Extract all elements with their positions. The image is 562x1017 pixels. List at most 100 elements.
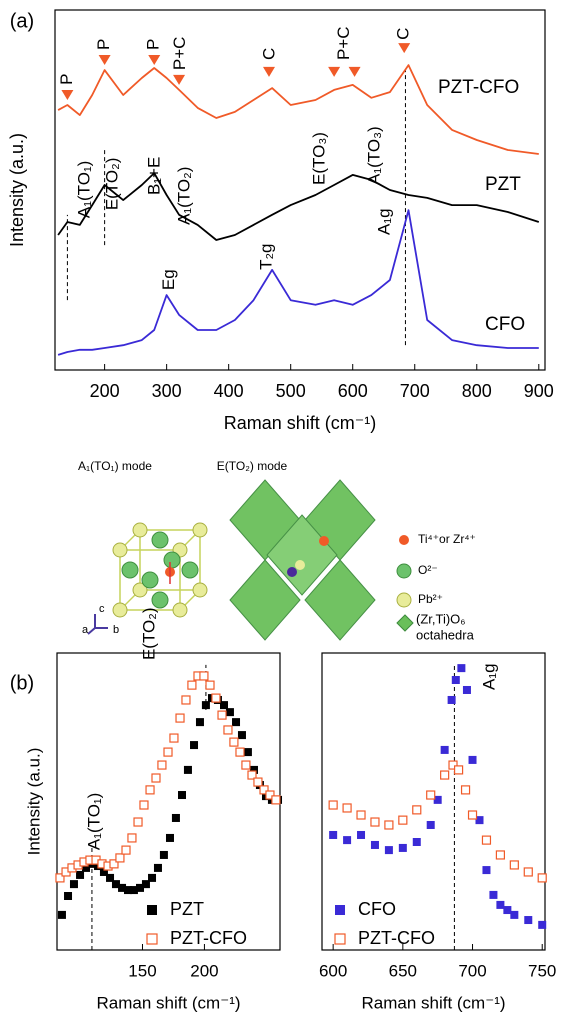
x-tick-label: 900 [524, 381, 554, 401]
atom [112, 602, 128, 618]
scatter-point [412, 805, 422, 815]
annotation: C [260, 48, 279, 60]
annotation: E(TO₃) [309, 132, 328, 185]
chart: 600 650 700 750 Raman shift (cm⁻¹) CFO PZT-CFO… [319, 652, 556, 1012]
legend-label: PZT-CFO [438, 77, 519, 98]
peak-marker [148, 55, 161, 66]
atom [121, 561, 139, 579]
scatter-point [433, 795, 442, 804]
scatter-point [495, 850, 505, 860]
scatter-point [205, 680, 215, 690]
scatter-point [165, 833, 174, 842]
scatter-point [398, 843, 407, 852]
mode-label: A₁(TO₁) mode [78, 459, 152, 473]
x-tick-label: 600 [338, 381, 368, 401]
x-tick-label: 500 [276, 381, 306, 401]
scatter-point [64, 892, 73, 900]
annotation: A₁g [374, 208, 393, 235]
legend-label: Ti⁴⁺or Zr⁴⁺ [418, 532, 476, 546]
axis-letter: c [99, 603, 105, 615]
annotation: E(TO₂) [139, 607, 158, 660]
scatter-point [509, 860, 519, 870]
chart: 200 300 400 500 600 700 800 900 Raman shift (cm⁻… [7, 9, 554, 433]
scatter-point [249, 765, 258, 774]
scatter-point [342, 803, 352, 813]
scatter-point [451, 676, 460, 684]
scatter-point [265, 790, 275, 800]
scatter-point [223, 725, 233, 735]
scatter-point [115, 853, 125, 863]
x-tick-label: 400 [214, 381, 244, 401]
scatter-point [398, 815, 408, 825]
x-tick-label: 800 [462, 381, 492, 401]
axis-letter: b [113, 624, 119, 636]
annotation: P [144, 39, 163, 50]
y-axis-title: Intensity (a.u.) [7, 133, 27, 247]
scatter-point [171, 813, 180, 822]
panel-label: (b) [10, 672, 34, 694]
x-tick-label: 700 [458, 961, 486, 980]
mode-label: E(TO₂) mode [217, 459, 288, 473]
scatter-point [151, 773, 161, 783]
scatter-point [457, 664, 466, 673]
scatter-point [232, 718, 241, 727]
scatter-point [118, 883, 127, 892]
scatter-point [524, 916, 533, 925]
scatter-point [460, 785, 471, 795]
scatter-point [468, 755, 477, 764]
scatter-point [201, 701, 210, 710]
scatter-point [489, 890, 498, 899]
legend-label: O²⁻ [418, 563, 438, 577]
scatter-point [370, 840, 379, 849]
x-tick-label: 650 [389, 961, 417, 980]
scatter-point [195, 718, 204, 727]
scatter-point [220, 701, 229, 710]
scatter-point [503, 906, 512, 915]
x-tick-label: 200 [190, 961, 218, 980]
scatter-point [133, 817, 143, 827]
panel-label: (a) [10, 10, 34, 32]
scatter-point [426, 820, 435, 829]
scatter-point [538, 920, 547, 929]
ti-atom [319, 536, 329, 546]
scatter-point [467, 810, 478, 820]
annotation: A₁(TO₂) [174, 167, 193, 225]
scatter-point [157, 760, 167, 770]
scatter-point [412, 838, 421, 846]
annotation: P+C [334, 26, 353, 60]
scatter-point [462, 685, 471, 694]
x-tick-label: 150 [128, 961, 156, 980]
x-axis-title: Raman shift (cm⁻¹) [224, 413, 377, 433]
atom [132, 582, 148, 598]
scatter-point [426, 790, 436, 800]
scatter-point [510, 910, 519, 919]
annotation: A₁(TO₁) [75, 161, 94, 218]
atom [192, 582, 208, 598]
annotation: A₁(TO₁) [85, 793, 104, 850]
y-axis-title: Intensity (a.u.) [24, 748, 43, 856]
legend-symbol [334, 933, 346, 945]
x-tick-label: 750 [528, 961, 556, 980]
legend-label: CFO [358, 899, 396, 919]
scatter-point [141, 880, 150, 889]
scatter-point [328, 800, 338, 810]
plot-frame [54, 9, 546, 371]
legend-label: Pb²⁺ [418, 592, 443, 606]
scatter-point [69, 880, 78, 889]
scatter-point [106, 873, 115, 882]
scatter-point [384, 820, 394, 830]
scatter-point [211, 693, 221, 703]
annotation: P [57, 74, 76, 85]
legend-symbol [396, 592, 412, 608]
scatter-point [187, 680, 197, 690]
x-tick-label: 300 [152, 381, 182, 401]
scatter-point [448, 760, 458, 770]
axes-icon [87, 614, 108, 635]
pb-atom [287, 567, 297, 577]
scatter-point [253, 777, 263, 787]
scatter-point [159, 850, 168, 859]
scatter-point [121, 845, 131, 855]
scatter-point [229, 737, 239, 747]
atom [132, 522, 148, 538]
legend-label: PZT-CFO [358, 928, 435, 948]
